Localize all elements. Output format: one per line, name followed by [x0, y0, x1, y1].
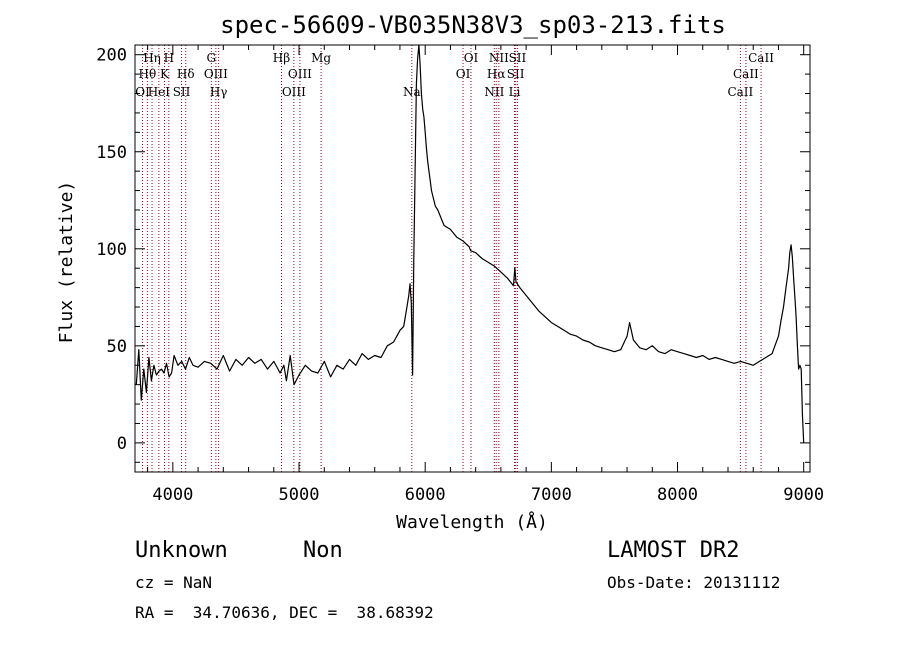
line-marker-label-6: SII	[173, 85, 191, 99]
line-marker-label-8: G	[207, 51, 217, 65]
line-marker-label-25: CaII	[733, 67, 759, 81]
line-marker-label-5: H	[164, 51, 174, 65]
survey-label: LAMOST DR2	[607, 538, 740, 563]
y-tick-label-2: 100	[96, 240, 127, 260]
line-marker-label-3: HeI	[148, 85, 171, 99]
line-marker-label-16: OI	[456, 67, 471, 81]
coordinates: RA = 34.70636, DEC = 38.68392	[135, 603, 434, 622]
line-marker-label-0: OI	[135, 85, 150, 99]
x-tick-label-0: 4000	[152, 485, 193, 505]
line-marker-label-23: SII	[509, 51, 527, 65]
line-marker-label-12: OIII	[282, 85, 306, 99]
x-tick-label-2: 6000	[405, 485, 446, 505]
line-marker-label-18: NII	[484, 85, 504, 99]
line-marker-label-1: Hθ	[139, 67, 157, 81]
line-marker-label-22: Li	[509, 85, 521, 99]
line-marker-label-19: Hα	[487, 67, 506, 81]
line-marker-layer: OI Hθ Hη HeI KH SII Hδ G OIII Hγ Hβ OIII OIII Mg Na OI O…	[135, 45, 774, 472]
series-layer	[135, 44, 805, 443]
x-tick-label-5: 9000	[783, 485, 824, 505]
line-marker-label-4: K	[160, 67, 170, 81]
x-tick-label-1: 5000	[279, 485, 320, 505]
line-marker-label-13: OIII	[288, 67, 312, 81]
cz-value: cz = NaN	[135, 573, 213, 592]
y-tick-label-0: 0	[117, 434, 127, 454]
spectrum-line-0	[135, 44, 805, 443]
line-marker-label-17: OI	[464, 51, 479, 65]
y-tick-label-1: 50	[107, 337, 127, 357]
line-marker-label-20: NII	[489, 51, 509, 65]
line-marker-label-2: Hη	[143, 51, 161, 65]
line-marker-label-24: CaII	[727, 85, 753, 99]
x-tick-label-4: 8000	[657, 485, 698, 505]
plot-frame	[134, 44, 811, 473]
x-tick-label-3: 7000	[531, 485, 572, 505]
line-marker-label-15: Na	[403, 85, 421, 99]
x-axis-label: Wavelength (Å)	[396, 511, 548, 533]
y-tick-label-3: 150	[96, 143, 127, 163]
line-marker-label-10: Hγ	[210, 85, 228, 99]
line-marker-label-26: CaII	[748, 51, 774, 65]
line-marker-label-7: Hδ	[177, 67, 195, 81]
axis-layer: 4000 5000 6000 7000 8000 9000 0 50 100 150 200	[96, 45, 824, 505]
line-marker-label-11: Hβ	[273, 51, 290, 65]
y-axis-label: Flux (relative)	[56, 181, 77, 344]
chart-title: spec-56609-VB035N38V3_sp03-213.fits	[220, 11, 726, 39]
line-marker-label-9: OIII	[204, 67, 228, 81]
class-label: Unknown	[135, 538, 228, 563]
subclass-label: Non	[303, 538, 343, 563]
line-marker-label-14: Mg	[311, 51, 331, 65]
obs-date: Obs-Date: 20131112	[607, 573, 781, 592]
line-marker-label-21: SII	[507, 67, 525, 81]
y-tick-label-4: 200	[96, 46, 127, 66]
